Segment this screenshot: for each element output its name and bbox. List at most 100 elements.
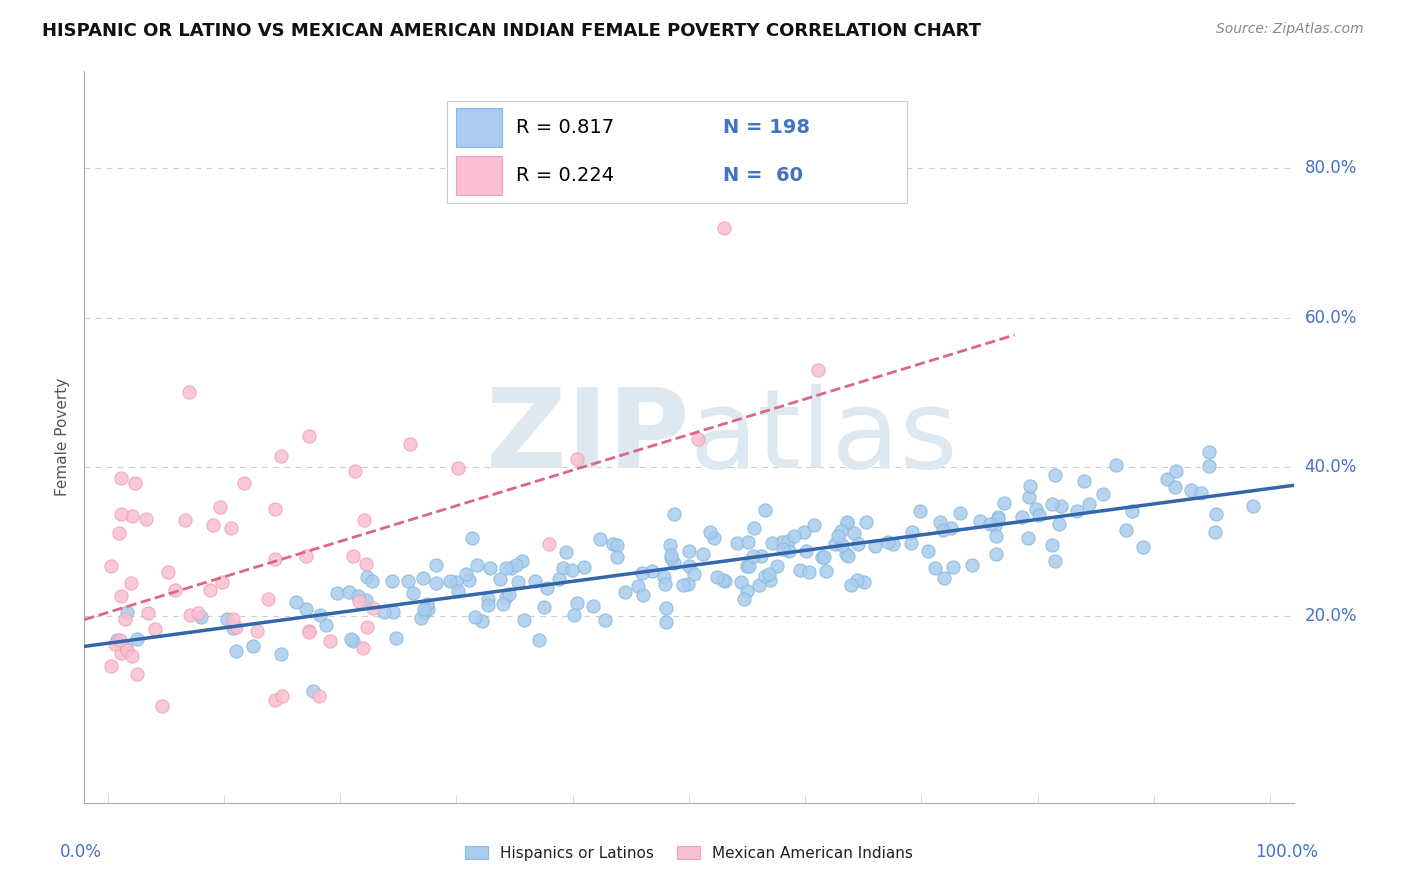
Point [295, 549, 318, 563]
Point [548, 572, 571, 586]
Point [215, 612, 238, 626]
Point [932, 571, 955, 585]
Point [505, 558, 527, 573]
Point [561, 563, 583, 577]
Point [713, 221, 735, 235]
Point [209, 500, 232, 515]
Point [987, 512, 1010, 526]
Point [803, 518, 825, 533]
Point [567, 596, 589, 610]
Point [108, 526, 131, 541]
Point [730, 574, 752, 589]
Point [793, 525, 815, 540]
Point [225, 643, 247, 657]
Point [565, 452, 588, 467]
Point [908, 503, 931, 517]
Point [115, 643, 138, 657]
Point [412, 606, 434, 620]
Point [346, 590, 368, 604]
Point [827, 529, 849, 543]
Point [924, 561, 946, 575]
Point [416, 597, 439, 611]
Point [703, 531, 725, 545]
Point [360, 574, 382, 588]
Point [121, 508, 143, 523]
Point [105, 633, 128, 648]
Point [882, 537, 904, 551]
Point [477, 599, 499, 613]
Point [1198, 445, 1220, 459]
Point [789, 563, 811, 577]
Point [342, 549, 364, 563]
Point [1132, 540, 1154, 554]
Point [381, 605, 404, 619]
Point [839, 578, 862, 592]
Point [949, 506, 972, 520]
Point [409, 611, 432, 625]
Point [742, 521, 765, 535]
Point [678, 558, 700, 573]
Point [831, 538, 853, 552]
Point [104, 637, 127, 651]
Point [115, 641, 138, 656]
Point [352, 640, 374, 655]
Point [1156, 471, 1178, 485]
Point [1073, 474, 1095, 488]
Point [640, 564, 662, 578]
Point [939, 520, 962, 534]
Point [588, 532, 610, 546]
Point [1198, 459, 1220, 474]
Point [1040, 538, 1063, 552]
Point [659, 550, 682, 565]
Point [219, 521, 242, 535]
Point [489, 572, 512, 586]
Point [659, 538, 682, 552]
Y-axis label: Female Poverty: Female Poverty [55, 378, 70, 496]
Point [733, 591, 755, 606]
Point [761, 536, 783, 550]
Point [1011, 510, 1033, 524]
Point [354, 557, 377, 571]
Point [606, 549, 628, 564]
Point [783, 529, 806, 543]
Point [125, 666, 148, 681]
Point [284, 595, 307, 609]
Point [1091, 487, 1114, 501]
Text: 60.0%: 60.0% [1305, 309, 1357, 326]
Legend: Hispanics or Latinos, Mexican American Indians: Hispanics or Latinos, Mexican American I… [457, 838, 921, 868]
Point [298, 625, 321, 640]
Point [302, 683, 325, 698]
Point [1105, 458, 1128, 472]
Point [308, 689, 330, 703]
Point [1017, 531, 1039, 545]
Point [662, 556, 685, 570]
Point [344, 464, 367, 478]
Point [737, 535, 759, 549]
Point [222, 612, 245, 626]
Point [984, 528, 1007, 542]
Point [1025, 501, 1047, 516]
Point [1077, 497, 1099, 511]
Text: atlas: atlas [689, 384, 957, 491]
Point [271, 690, 294, 704]
Point [298, 429, 321, 443]
Point [412, 571, 434, 585]
Point [257, 591, 280, 606]
Point [190, 610, 212, 624]
Point [751, 549, 773, 564]
Point [174, 513, 197, 527]
Text: ZIP: ZIP [485, 384, 689, 491]
Point [672, 578, 695, 592]
Point [993, 495, 1015, 509]
Point [865, 539, 887, 553]
Point [523, 574, 546, 588]
Point [1180, 483, 1202, 498]
Point [512, 554, 534, 568]
Point [748, 578, 770, 592]
Point [295, 602, 318, 616]
Text: 80.0%: 80.0% [1305, 160, 1357, 178]
Point [776, 534, 799, 549]
Point [1043, 467, 1066, 482]
Point [1121, 504, 1143, 518]
Point [626, 579, 648, 593]
